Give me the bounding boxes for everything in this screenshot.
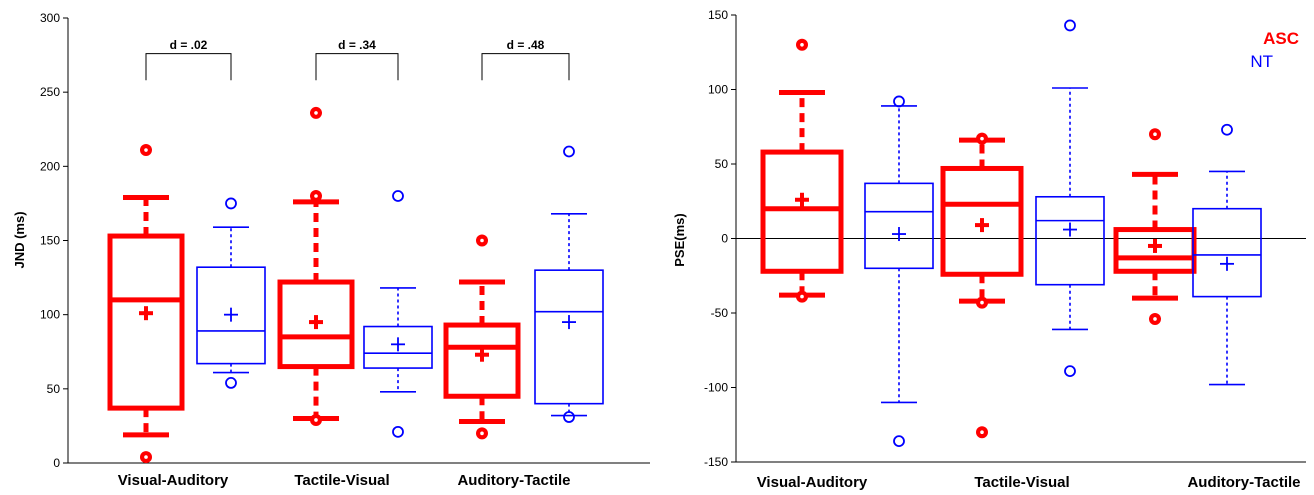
iqr-box — [1035, 195, 1105, 286]
outlier-point — [893, 435, 905, 448]
outlier-point-center — [480, 238, 484, 243]
y-axis-title: JND (ms) — [12, 211, 27, 268]
outlier-point-center — [800, 43, 804, 47]
iqr-box — [940, 165, 1024, 277]
effect-size-bracket — [315, 53, 399, 81]
box-asc — [277, 106, 355, 426]
iqr-box — [534, 269, 604, 405]
box-asc — [443, 234, 521, 440]
box-marks — [760, 19, 1262, 448]
iqr-box — [443, 322, 521, 399]
y-tick-label: 100 — [708, 83, 728, 97]
y-tick-label: 50 — [47, 382, 61, 396]
outlier-point-center — [1153, 317, 1157, 321]
iqr-box — [107, 233, 185, 411]
box-asc — [107, 144, 185, 464]
effect-size-label: d = .02 — [170, 38, 208, 52]
outlier-point — [563, 145, 575, 158]
category-labels: Visual-Auditory Tactile-Visual Auditory-Ta… — [757, 474, 1301, 491]
outlier-point-center — [800, 294, 804, 299]
outlier-point — [225, 376, 237, 389]
outlier-point-center — [980, 136, 984, 141]
outlier-point-center — [144, 455, 148, 459]
outlier-point-center — [980, 430, 984, 435]
outlier-point-center — [314, 111, 318, 115]
y-tick-label: 0 — [53, 456, 60, 470]
effect-size-bracket — [145, 53, 232, 81]
iqr-box — [277, 279, 355, 370]
y-tick-label: -50 — [711, 306, 729, 320]
y-tick-label: 100 — [40, 308, 60, 322]
pse-boxplot: -150 -100 -50 0 50 100 150 Visual-Auditory Tact… — [672, 8, 1306, 491]
category-labels: Visual-Auditory Tactile-Visual Auditory-Ta… — [118, 472, 571, 489]
jnd-boxplot: 0 50 100 150 200 250 300 d = .02 d = .34 d = .48… — [12, 11, 650, 489]
y-tick-label: 150 — [708, 8, 728, 22]
legend-asc: ASC — [1263, 29, 1299, 48]
outlier-point — [392, 190, 404, 202]
legend-nt: NT — [1250, 52, 1273, 71]
y-tick-label: 0 — [721, 232, 728, 246]
y-tick-label: 150 — [40, 234, 60, 248]
outlier-point-center — [144, 148, 148, 152]
y-ticks: 0 50 100 150 200 250 300 — [40, 11, 68, 470]
y-tick-label: 50 — [715, 157, 729, 171]
y-tick-label: -150 — [704, 455, 728, 469]
y-ticks: -150 -100 -50 0 50 100 150 — [704, 8, 736, 469]
iqr-box — [760, 149, 844, 274]
outlier-point-center — [1153, 132, 1157, 136]
outlier-point — [1221, 123, 1233, 136]
box-marks — [107, 106, 604, 464]
outlier-point — [392, 425, 404, 438]
category-label: Auditory-Tactile — [1187, 474, 1300, 491]
box-nt — [534, 145, 604, 423]
box-nt — [1035, 19, 1105, 378]
y-axis-title: PSE(ms) — [672, 213, 687, 266]
outlier-point-center — [980, 300, 984, 305]
iqr-box — [1192, 207, 1262, 298]
y-tick-label: 250 — [40, 85, 60, 99]
effect-size-label: d = .48 — [507, 38, 545, 52]
box-nt — [1192, 123, 1262, 386]
category-label: Tactile-Visual — [294, 472, 389, 489]
iqr-box — [1113, 227, 1197, 274]
box-nt — [196, 197, 266, 389]
outlier-point-center — [314, 418, 318, 422]
y-tick-label: 300 — [40, 11, 60, 25]
effect-size-label: d = .34 — [338, 38, 376, 52]
outlier-point — [893, 95, 905, 108]
outlier-point-center — [314, 194, 318, 198]
outlier-point — [225, 197, 237, 210]
box-asc — [760, 38, 844, 303]
outlier-point-center — [480, 431, 484, 436]
y-tick-label: 200 — [40, 159, 60, 173]
iqr-box — [196, 266, 266, 365]
outlier-point — [563, 411, 575, 423]
y-tick-label: -100 — [704, 381, 728, 395]
box-nt — [864, 95, 934, 448]
box-asc — [940, 132, 1024, 439]
iqr-box — [363, 325, 433, 369]
category-label: Visual-Auditory — [118, 472, 229, 489]
category-label: Auditory-Tactile — [457, 472, 570, 489]
effect-size-brackets: d = .02 d = .34 d = .48 — [145, 38, 570, 81]
category-label: Tactile-Visual — [974, 474, 1069, 491]
box-nt — [363, 190, 433, 438]
iqr-box — [864, 182, 934, 270]
effect-size-bracket — [481, 53, 570, 81]
box-asc — [1113, 128, 1197, 325]
outlier-point — [1064, 365, 1076, 378]
category-label: Visual-Auditory — [757, 474, 868, 491]
outlier-point — [1064, 19, 1076, 32]
